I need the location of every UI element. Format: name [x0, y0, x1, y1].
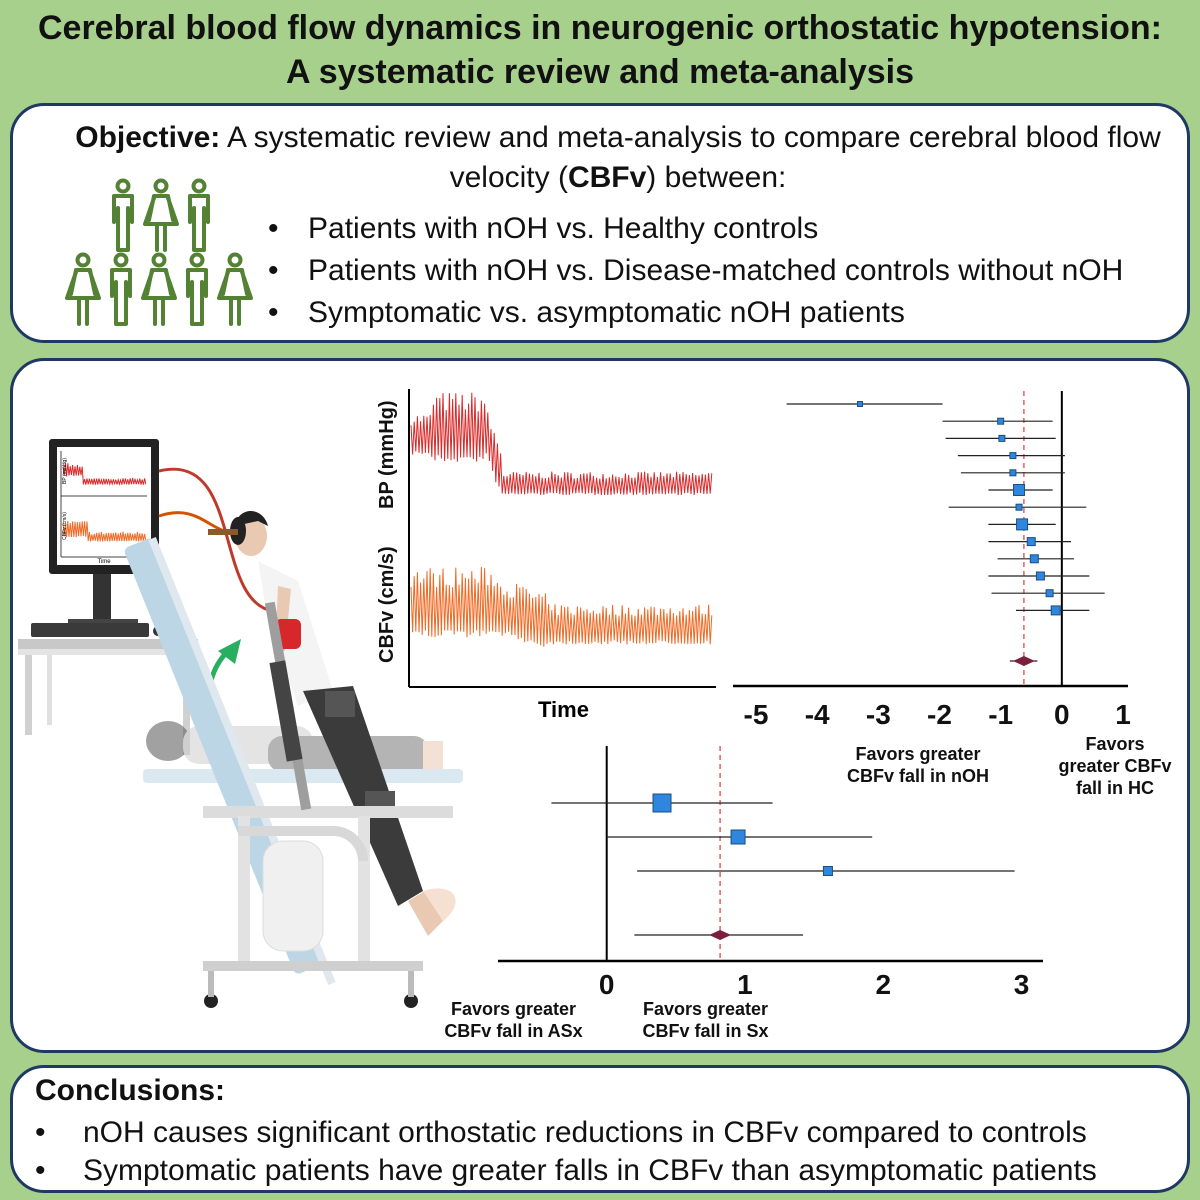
monitor-time-label: Time: [97, 559, 111, 565]
monitor-bp-label: BP (mmHg): [62, 458, 68, 484]
study-point: [730, 829, 746, 845]
study-point: [1016, 518, 1029, 531]
conclusion-item-1: nOH causes significant orthostatic reduc…: [35, 1114, 1097, 1152]
tilt-table-illustration: Time BP (mmHg) CBFv (cm/s): [18, 439, 463, 1008]
bp-trace: [410, 392, 713, 496]
conclusion-item-2: Symptomatic patients have greater falls …: [35, 1152, 1097, 1190]
x-tick-label: -3: [865, 699, 891, 730]
monitor-cbfv-label: CBFv (cm/s): [62, 512, 68, 540]
study-point: [997, 417, 1005, 425]
favors-nOH-label: Favors greater CBFv fall in nOH: [846, 744, 989, 786]
study-point: [1045, 589, 1054, 598]
study-point: [1035, 571, 1045, 581]
favors-Sx-label: Favors greater CBFv fall in Sx: [642, 999, 769, 1041]
study-point: [856, 401, 863, 407]
study-point: [998, 434, 1006, 442]
x-tick-label: 0: [1054, 699, 1070, 730]
cbfv-trace: [410, 566, 713, 647]
objective-panel: Objective: A systematic review and meta-…: [10, 103, 1190, 343]
study-point: [1013, 484, 1026, 496]
x-tick-label: -4: [804, 699, 830, 730]
study-point: [822, 866, 833, 876]
objective-text-before: A systematic review and meta-analysis to…: [220, 121, 1161, 194]
objective-text-after: ) between:: [646, 161, 787, 194]
forest-plot-sx: [498, 746, 1043, 963]
x-tick-label: 3: [1013, 969, 1030, 1000]
study-point: [1029, 554, 1039, 564]
pooled-diamond: [1012, 656, 1035, 666]
objective-label: Objective:: [75, 121, 221, 154]
x-tick-label: -5: [743, 699, 769, 730]
time-axis-label: Time: [538, 697, 589, 722]
x-tick-label: 1: [737, 969, 753, 1000]
x-tick-label: -2: [927, 699, 952, 730]
x-tick-label: 1: [1115, 699, 1131, 730]
study-point: [1026, 537, 1036, 547]
favors-HC-label: Favors greater CBFv fall in HC: [1058, 734, 1172, 798]
objective-bullet-1: Patients with nOH vs. Healthy controls: [268, 208, 1123, 250]
study-point: [652, 793, 672, 813]
x-tick-label: -1: [988, 699, 1014, 730]
study-point: [1015, 503, 1023, 511]
objective-bullets: Patients with nOH vs. Healthy controls P…: [268, 208, 1123, 334]
study-point: [1009, 452, 1017, 460]
conclusions-list: nOH causes significant orthostatic reduc…: [35, 1114, 1097, 1190]
pooled-diamond: [709, 930, 732, 940]
study-point: [1009, 469, 1017, 477]
x-tick-label: 2: [875, 969, 892, 1000]
forest-plot-hc: [733, 391, 1128, 688]
objective-abbr: CBFv: [567, 161, 647, 194]
title-line-2: A systematic review and meta-analysis: [285, 53, 915, 91]
page-title: Cerebral blood flow dynamics in neurogen…: [0, 6, 1200, 94]
objective-bullet-2: Patients with nOH vs. Disease-matched co…: [268, 250, 1123, 292]
objective-text: Objective: A systematic review and meta-…: [73, 118, 1163, 198]
conclusions-panel: Conclusions: nOH causes significant orth…: [10, 1065, 1190, 1193]
people-group-icon: [65, 178, 253, 326]
study-point: [1050, 605, 1061, 616]
objective-bullet-3: Symptomatic vs. asymptomatic nOH patient…: [268, 292, 1123, 334]
bp-axis-label: BP (mmHg): [376, 400, 398, 509]
cbfv-axis-label: CBFv (cm/s): [376, 546, 398, 663]
x-tick-label: 0: [598, 969, 615, 1000]
conclusions-label: Conclusions:: [35, 1074, 226, 1107]
favors-ASx-label: Favors greater CBFv fall in ASx: [444, 999, 583, 1041]
title-line-1: Cerebral blood flow dynamics in neurogen…: [37, 9, 1162, 47]
computer-monitor-icon: Time BP (mmHg) CBFv (cm/s): [31, 439, 169, 637]
trace-plot: [408, 389, 716, 688]
results-panel: Time BP (mmHg) CBFv (cm/s): [10, 358, 1190, 1053]
